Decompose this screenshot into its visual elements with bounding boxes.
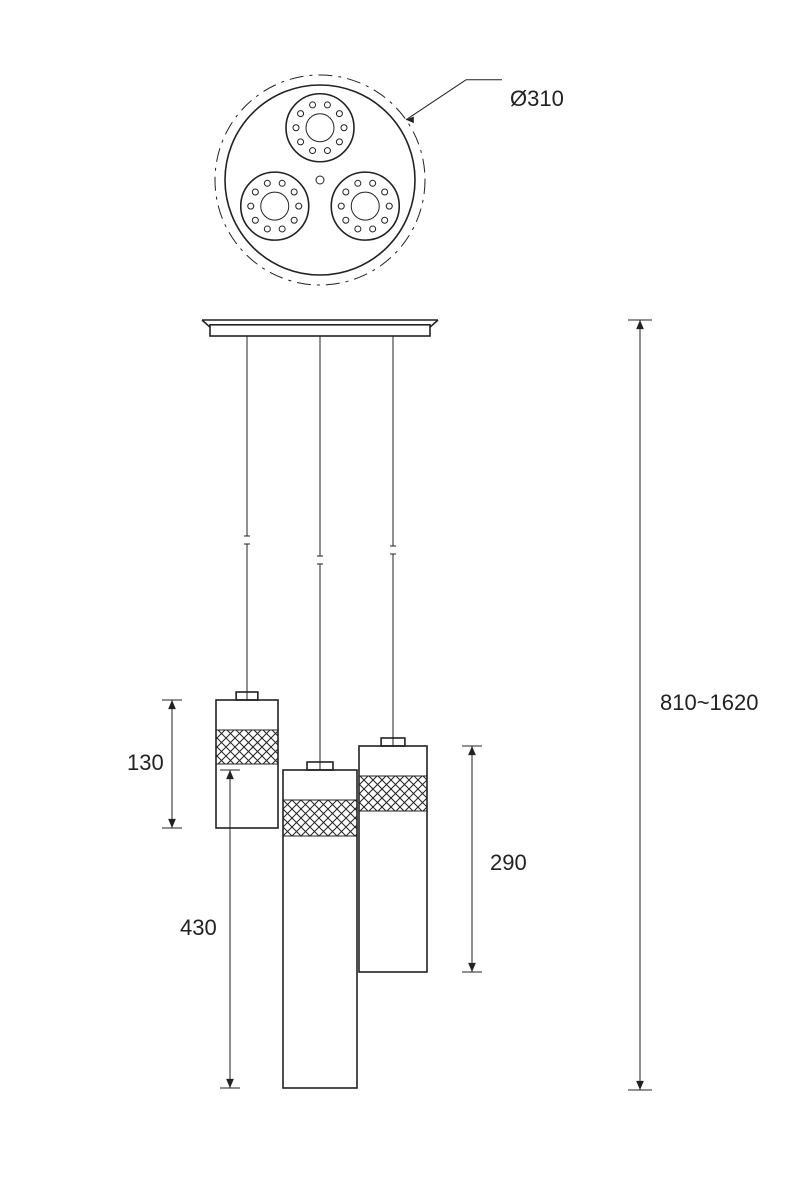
- pendant-long: [283, 336, 357, 1088]
- dim-430-label: 430: [180, 915, 217, 940]
- pendant-light-dimension-drawing: Ø310 810~1620 130 430 290: [0, 0, 800, 1200]
- pendant-top: [241, 172, 309, 240]
- dim-130-label: 130: [127, 750, 164, 775]
- dim-overall: 810~1620: [628, 320, 759, 1090]
- dim-overall-label: 810~1620: [660, 690, 759, 715]
- dim-130: 130: [127, 700, 182, 828]
- top-view: Ø310: [215, 75, 564, 285]
- pendant-short: [216, 336, 278, 828]
- side-view: [202, 320, 438, 1088]
- dim-430: 430: [180, 770, 240, 1088]
- pendant-top: [331, 172, 399, 240]
- diameter-label: Ø310: [510, 86, 564, 111]
- dim-290-label: 290: [490, 850, 527, 875]
- pendant-medium: [359, 336, 427, 972]
- dim-290: 290: [462, 746, 527, 972]
- pendant-top: [286, 94, 354, 162]
